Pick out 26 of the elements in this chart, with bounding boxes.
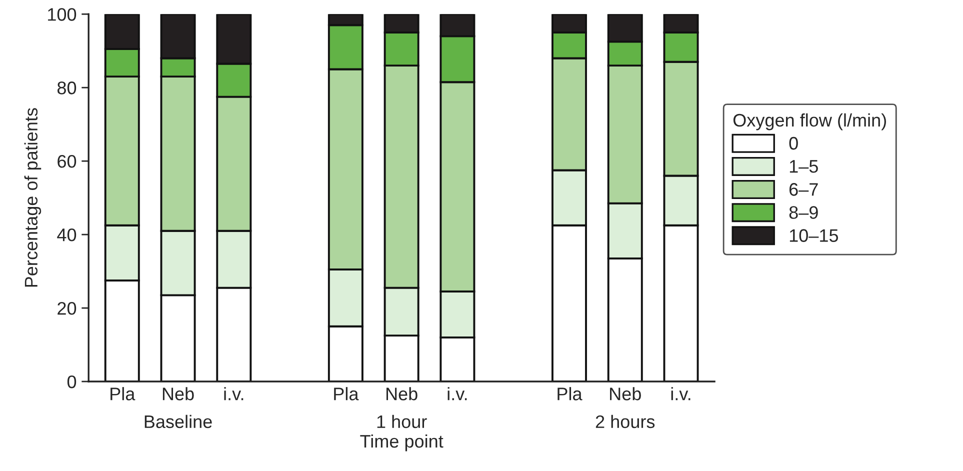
x-tick-label: Neb — [610, 387, 641, 400]
text: 1 hour — [377, 414, 427, 428]
y-axis-title: Percentage of patients — [24, 108, 42, 287]
y-tick-label: 100 — [48, 8, 76, 21]
text: Baseline — [144, 414, 212, 428]
x-tick-label: Neb — [386, 387, 418, 400]
y-tick-label: 0 — [67, 375, 76, 388]
legend-label: 0 — [789, 136, 798, 150]
y-tick-label: 80 — [57, 82, 76, 94]
legend-label: 10–15 — [790, 229, 838, 242]
x-tick-label: i.v. — [448, 387, 467, 400]
x-tick-label: Pla — [110, 387, 136, 400]
x-tick-label: Pla — [558, 387, 582, 400]
y-tick-label: 40 — [57, 228, 76, 242]
x-tick-label: i.v. — [224, 387, 244, 400]
legend-label: 6–7 — [789, 183, 818, 196]
legend-label: 8–9 — [789, 206, 818, 219]
x-tick-label: Pla — [334, 387, 359, 400]
text: 2 hours — [596, 414, 655, 428]
x-axis-title: Time point — [360, 434, 444, 452]
y-tick-label: 60 — [58, 155, 76, 168]
y-tick-label: 20 — [58, 302, 76, 315]
x-tick-label: i.v. — [671, 387, 690, 400]
x-tick-label: Neb — [162, 387, 194, 400]
legend-title: Oxygen flow (l/min) — [733, 113, 886, 130]
legend-label: 1–5 — [790, 160, 818, 173]
